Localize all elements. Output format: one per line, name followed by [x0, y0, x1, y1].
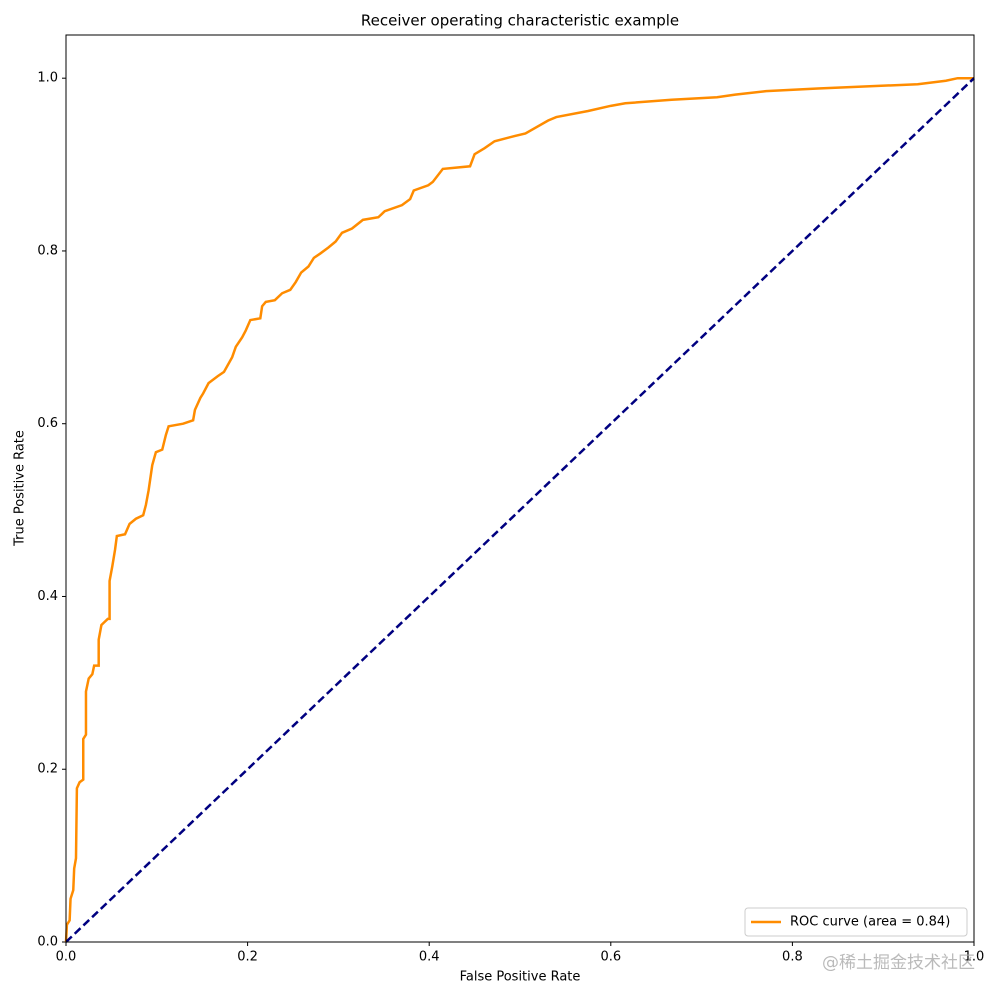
legend-box: [744, 907, 968, 937]
x-tick-label: 0.0: [56, 950, 77, 965]
line: [64, 76, 974, 943]
y-tick-label: 0.4: [37, 589, 58, 604]
plot-frame: [65, 34, 975, 943]
x-tick-label: 0.2: [237, 950, 258, 965]
line: [65, 77, 975, 943]
x-axis-label: False Positive Rate: [460, 970, 581, 985]
x-tick-label: 0.4: [419, 950, 440, 965]
y-tick-label: 0.0: [37, 935, 58, 950]
y-tick-label: 0.8: [37, 243, 58, 258]
x-tick-label: 0.8: [782, 950, 803, 965]
watermark: @稀土掘金技术社区: [822, 953, 975, 973]
x-tick-label: 1.0: [964, 950, 985, 965]
legend-label: ROC curve (area = 0.84): [790, 915, 950, 930]
y-tick-label: 0.2: [37, 762, 58, 777]
y-tick-label: 1.0: [37, 71, 58, 86]
y-tick-label: 0.6: [37, 416, 58, 431]
x-tick-label: 0.6: [600, 950, 621, 965]
y-axis-label: True Positive Rate: [13, 430, 28, 547]
chart-title: Receiver operating characteristic exampl…: [361, 12, 679, 30]
